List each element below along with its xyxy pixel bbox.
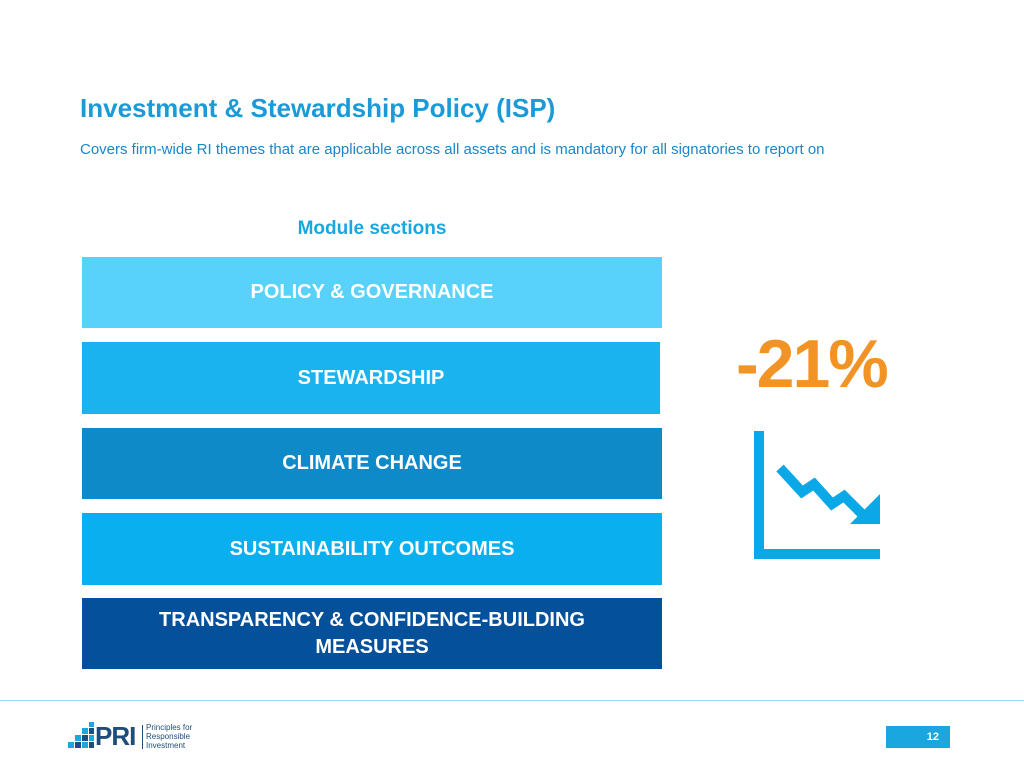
logo-divider bbox=[142, 725, 143, 749]
section-label: CLIMATE CHANGE bbox=[282, 452, 462, 474]
section-label: SUSTAINABILITY OUTCOMES bbox=[229, 537, 515, 560]
pri-logo-mark-icon bbox=[68, 722, 94, 748]
section-label: STEWARDSHIP bbox=[297, 366, 445, 389]
section-climate-change: CLIMATE CHANGE bbox=[82, 428, 662, 499]
section-label: TRANSPARENCY & CONFIDENCE-BUILDING MEASU… bbox=[159, 608, 585, 658]
slide-title: Investment & Stewardship Policy (ISP) bbox=[80, 93, 556, 123]
module-sections-heading: Module sections bbox=[297, 218, 447, 239]
section-stewardship: STEWARDSHIP bbox=[82, 342, 660, 414]
logo-tagline-line: Responsible bbox=[146, 732, 191, 741]
section-label: POLICY & GOVERNANCE bbox=[250, 281, 494, 303]
page-number: 12 bbox=[886, 726, 950, 748]
logo-text: PRI bbox=[95, 721, 136, 751]
logo-tagline-line: Investment bbox=[146, 741, 186, 750]
logo-tagline: Principles for Responsible Investment bbox=[146, 723, 216, 750]
section-policy-governance: POLICY & GOVERNANCE bbox=[82, 257, 662, 328]
slide-subtitle: Covers firm-wide RI themes that are appl… bbox=[80, 141, 825, 158]
pri-logo: PRI Principles for Responsible Investmen… bbox=[68, 722, 208, 752]
section-transparency: TRANSPARENCY & CONFIDENCE-BUILDING MEASU… bbox=[82, 598, 662, 669]
footer-divider bbox=[0, 700, 1024, 701]
decline-stat: -21% bbox=[736, 326, 889, 402]
section-sustainability-outcomes: SUSTAINABILITY OUTCOMES bbox=[82, 513, 662, 585]
logo-tagline-line: Principles for bbox=[146, 723, 193, 732]
decline-chart-icon bbox=[754, 431, 880, 559]
